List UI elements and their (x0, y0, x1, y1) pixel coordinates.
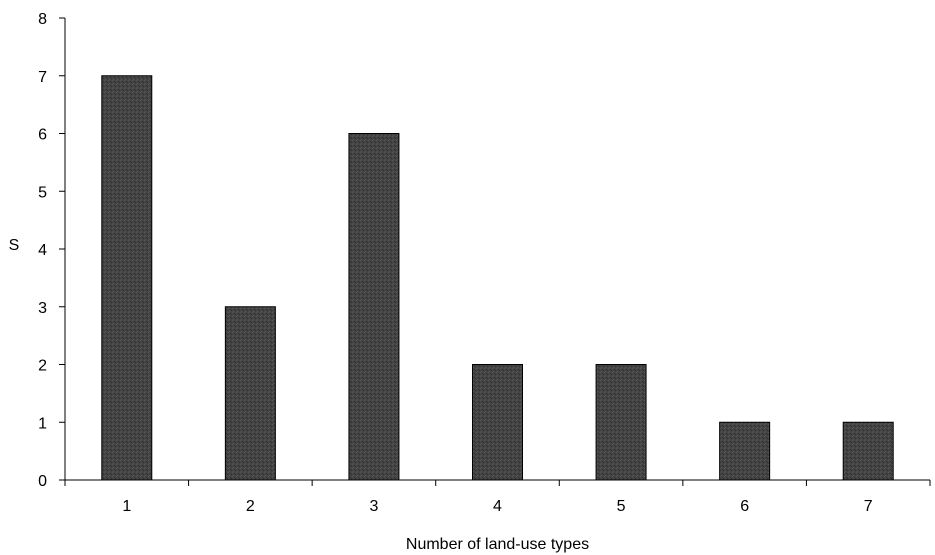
bar-3 (348, 133, 400, 481)
y-tick-label: 8 (38, 11, 47, 28)
y-tick-label: 7 (38, 69, 47, 86)
x-tick-label: 5 (617, 498, 626, 515)
x-tick-label: 6 (740, 498, 749, 515)
y-tick-label: 2 (38, 358, 47, 375)
x-ticks: 1 2 3 4 5 6 7 (64, 480, 931, 515)
bars (101, 75, 894, 481)
bar-6 (719, 421, 771, 481)
bar-1 (101, 75, 153, 481)
x-tick-label: 7 (864, 498, 873, 515)
y-tick-label: 6 (38, 127, 47, 144)
bar-5 (595, 364, 647, 481)
x-tick-label: 4 (493, 498, 502, 515)
x-axis-label: Number of land-use types (406, 536, 589, 553)
y-axis-label: S (9, 237, 20, 254)
y-tick-label: 4 (38, 242, 47, 259)
bar-4 (472, 364, 523, 481)
y-tick-label: 5 (38, 184, 47, 201)
y-tick-label: 3 (38, 300, 47, 317)
bar-2 (224, 306, 276, 481)
y-ticks: 0 1 2 3 4 5 6 7 8 (38, 11, 65, 490)
y-tick-label: 0 (38, 473, 47, 490)
bar-7 (842, 421, 894, 481)
x-tick-label: 1 (122, 498, 131, 515)
x-tick-label: 2 (246, 498, 255, 515)
x-tick-label: 3 (369, 498, 378, 515)
y-tick-label: 1 (38, 415, 47, 432)
